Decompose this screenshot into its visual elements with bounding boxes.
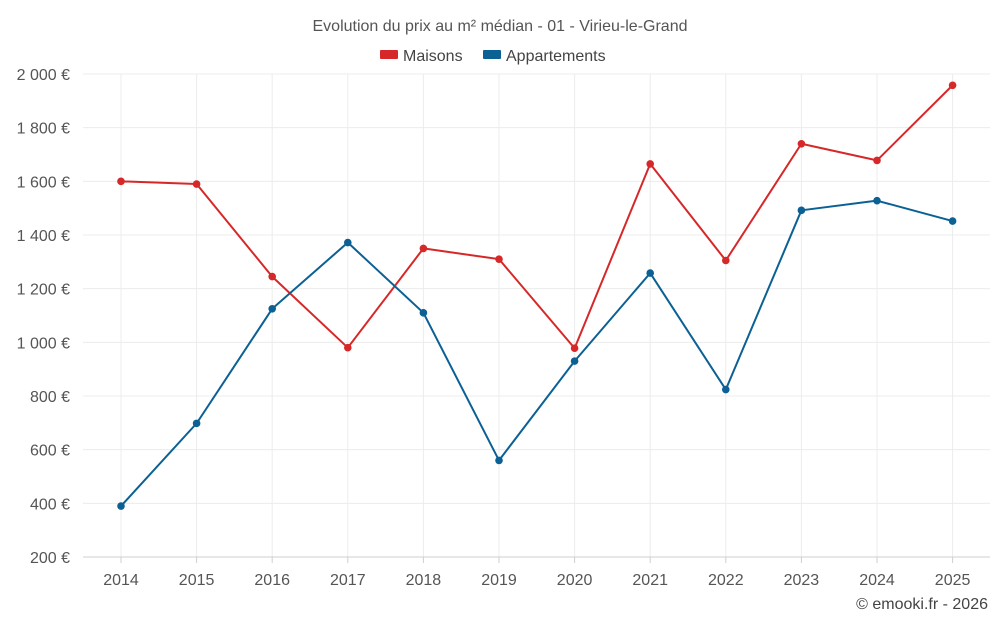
x-tick-label: 2023 [784,572,820,589]
data-point[interactable] [344,238,352,247]
data-point[interactable] [722,385,730,394]
y-tick-label: 1 200 € [17,282,70,299]
x-tick-label: 2021 [632,572,668,589]
chart-title: Evolution du prix au m² médian - 01 - Vi… [313,18,688,35]
y-tick-label: 1 600 € [17,174,70,191]
data-point[interactable] [192,180,201,188]
x-tick-label: 2014 [103,572,139,589]
x-tick-label: 2017 [330,572,366,589]
data-point[interactable] [419,244,428,253]
x-tick-label: 2022 [708,572,744,589]
legend-swatch [380,50,398,59]
y-tick-label: 400 € [30,496,70,513]
x-axis: 2014 2015 2016 2017 2018 2019 2020 2021 2022 2023… [83,556,990,589]
data-point[interactable] [495,456,503,465]
y-tick-label: 200 € [30,550,70,567]
data-point[interactable] [570,344,579,353]
y-tick-label: 1 000 € [17,335,70,352]
series [117,81,957,510]
legend-label: Appartements [506,48,606,65]
data-point[interactable] [570,357,579,365]
data-point[interactable] [192,419,201,428]
y-tick-label: 1 400 € [17,228,70,245]
y-tick-label: 1 800 € [17,121,70,138]
y-tick-label: 2 000 € [17,67,70,84]
data-point[interactable] [948,217,957,225]
data-point[interactable] [948,81,957,90]
y-tick-label: 600 € [30,443,70,460]
legend-item-appartements[interactable]: Appartements [483,48,606,65]
legend-label: Maisons [403,48,463,65]
data-point[interactable] [495,255,503,263]
x-tick-label: 2025 [935,572,971,589]
legend-swatch [483,50,501,59]
data-point[interactable] [797,139,806,148]
legend[interactable]: Maisons Appartements [380,48,606,65]
data-point[interactable] [873,196,881,205]
data-point[interactable] [268,272,277,281]
series-line [120,199,953,507]
legend-item-maisons[interactable]: Maisons [380,48,463,65]
credit-text: © emooki.fr - 2026 [856,596,988,613]
x-tick-label: 2015 [179,572,215,589]
x-tick-label: 2024 [859,572,895,589]
data-point[interactable] [797,206,806,215]
data-point[interactable] [268,304,277,313]
series-line [120,84,954,350]
data-point[interactable] [117,502,125,510]
data-point[interactable] [419,309,428,317]
grid [83,73,990,558]
series-appartements [117,196,957,510]
x-tick-label: 2016 [254,572,290,589]
data-point[interactable] [646,269,654,277]
data-point[interactable] [873,156,881,165]
data-point[interactable] [117,177,125,186]
x-tick-label: 2020 [557,572,593,589]
series-maisons [117,81,957,353]
data-point[interactable] [722,256,730,265]
data-point[interactable] [646,160,654,168]
y-tick-label: 800 € [30,389,70,406]
x-tick-label: 2018 [406,572,442,589]
x-tick-label: 2019 [481,572,517,589]
y-axis: 200 € 400 € 600 € 800 € 1 000 € 1 200 € 1 400 … [17,67,70,567]
data-point[interactable] [344,343,352,352]
